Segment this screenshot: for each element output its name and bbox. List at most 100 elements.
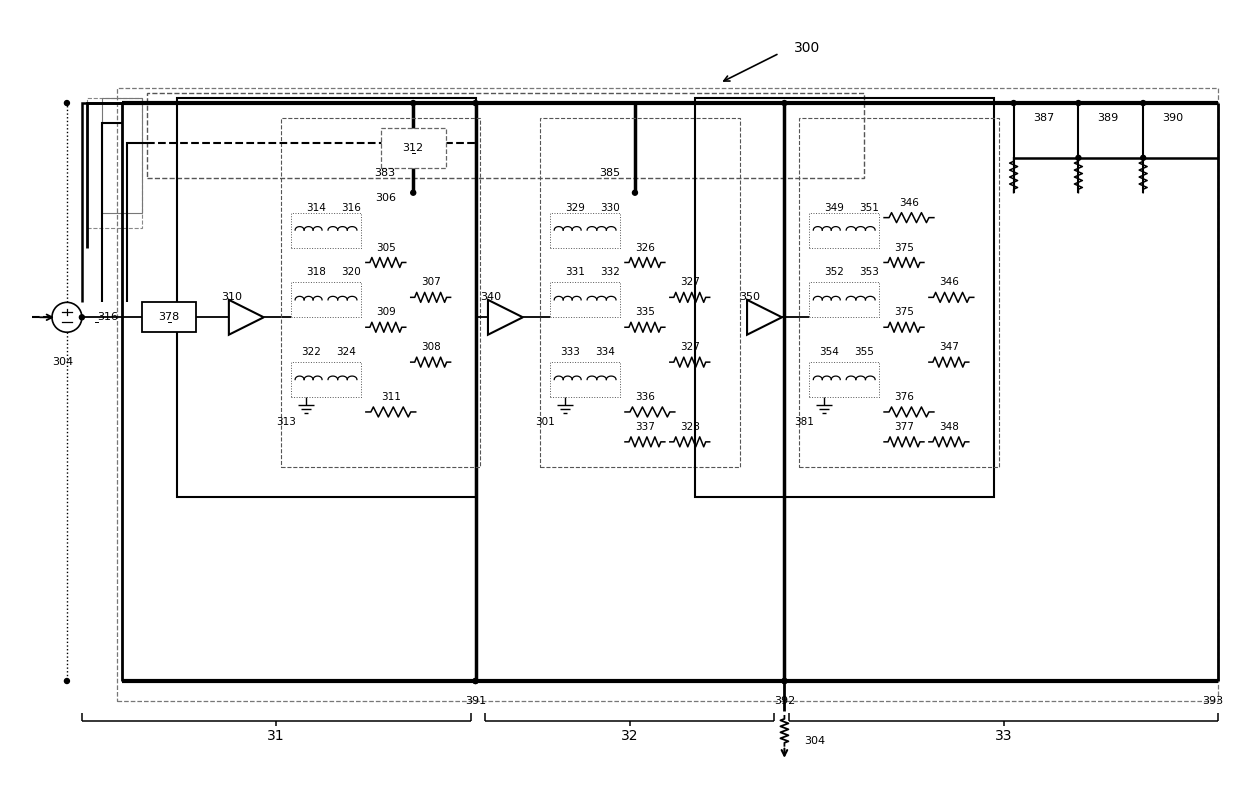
Bar	[117, 88, 1218, 701]
Text: 349: 349	[825, 202, 844, 213]
Circle shape	[1141, 155, 1146, 160]
Text: 300: 300	[795, 41, 821, 55]
Bar	[291, 213, 361, 248]
Text: 320: 320	[341, 268, 361, 277]
Text: 381: 381	[795, 417, 815, 427]
Text: 312: 312	[403, 143, 424, 153]
Text: 355: 355	[854, 347, 874, 357]
Polygon shape	[489, 300, 523, 335]
Circle shape	[782, 678, 787, 684]
Text: 327: 327	[680, 277, 699, 288]
Text: 331: 331	[565, 268, 585, 277]
Circle shape	[1076, 100, 1081, 105]
Circle shape	[1011, 100, 1016, 105]
Bar	[381, 128, 445, 168]
Text: 350: 350	[739, 292, 760, 302]
Text: 316: 316	[341, 202, 361, 213]
Polygon shape	[229, 300, 264, 335]
Text: 330: 330	[600, 202, 620, 213]
Bar	[810, 362, 879, 397]
Text: 311: 311	[381, 392, 401, 402]
Circle shape	[782, 100, 787, 105]
Circle shape	[472, 678, 477, 684]
Text: 304: 304	[805, 736, 826, 746]
Text: 375: 375	[894, 242, 914, 253]
Bar	[102, 98, 141, 213]
Circle shape	[782, 678, 787, 684]
Bar	[87, 98, 141, 228]
Bar	[810, 282, 879, 317]
Text: 316: 316	[97, 312, 118, 322]
Text: 376: 376	[894, 392, 914, 402]
Text: 354: 354	[820, 347, 839, 357]
Text: 375: 375	[894, 308, 914, 317]
Circle shape	[410, 190, 415, 195]
Text: 324: 324	[336, 347, 356, 357]
Text: 308: 308	[420, 342, 440, 352]
Text: 336: 336	[635, 392, 655, 402]
Text: 348: 348	[939, 422, 959, 432]
Text: 351: 351	[859, 202, 879, 213]
Bar	[800, 118, 998, 467]
Text: 352: 352	[825, 268, 844, 277]
Text: 305: 305	[376, 242, 396, 253]
Text: 391: 391	[465, 696, 486, 706]
Bar	[541, 118, 739, 467]
Bar	[141, 302, 196, 332]
Text: 327: 327	[680, 342, 699, 352]
Circle shape	[410, 100, 415, 105]
Text: 32: 32	[621, 728, 639, 743]
Text: 393: 393	[1203, 696, 1224, 706]
Text: 340: 340	[480, 292, 501, 302]
Text: 332: 332	[600, 268, 620, 277]
Bar	[551, 362, 620, 397]
Text: 313: 313	[277, 417, 296, 427]
Text: 385: 385	[599, 168, 620, 178]
Text: 392: 392	[774, 696, 795, 706]
Text: 378: 378	[159, 312, 180, 322]
Text: 307: 307	[420, 277, 440, 288]
Text: 387: 387	[1033, 113, 1054, 123]
Text: 309: 309	[376, 308, 396, 317]
Text: 33: 33	[994, 728, 1012, 743]
Bar	[551, 282, 620, 317]
Circle shape	[1141, 100, 1146, 105]
Bar	[176, 98, 475, 497]
Text: 377: 377	[894, 422, 914, 432]
Bar	[291, 282, 361, 317]
Circle shape	[472, 678, 477, 684]
Polygon shape	[746, 300, 782, 335]
Text: 318: 318	[306, 268, 326, 277]
Text: 334: 334	[595, 347, 615, 357]
Text: 333: 333	[560, 347, 580, 357]
Bar	[291, 362, 361, 397]
Text: 329: 329	[565, 202, 585, 213]
Bar	[551, 213, 620, 248]
Text: 322: 322	[301, 347, 321, 357]
Text: 353: 353	[859, 268, 879, 277]
Text: 390: 390	[1163, 113, 1184, 123]
Bar	[281, 118, 480, 467]
Text: 314: 314	[306, 202, 326, 213]
Circle shape	[632, 190, 637, 195]
Circle shape	[64, 100, 69, 105]
Text: 328: 328	[680, 422, 699, 432]
Text: 31: 31	[268, 728, 285, 743]
Bar	[810, 213, 879, 248]
Circle shape	[64, 678, 69, 684]
Bar	[146, 93, 864, 178]
Text: 389: 389	[1097, 113, 1118, 123]
Text: 337: 337	[635, 422, 655, 432]
Text: 346: 346	[939, 277, 959, 288]
Text: 306: 306	[374, 193, 396, 202]
Circle shape	[79, 315, 84, 320]
Text: 304: 304	[52, 357, 73, 367]
Text: 335: 335	[635, 308, 655, 317]
Circle shape	[1076, 155, 1081, 160]
Circle shape	[472, 100, 477, 105]
Text: 383: 383	[374, 168, 396, 178]
Text: 346: 346	[899, 198, 919, 208]
Text: 310: 310	[221, 292, 242, 302]
Bar	[694, 98, 993, 497]
Circle shape	[52, 302, 82, 332]
